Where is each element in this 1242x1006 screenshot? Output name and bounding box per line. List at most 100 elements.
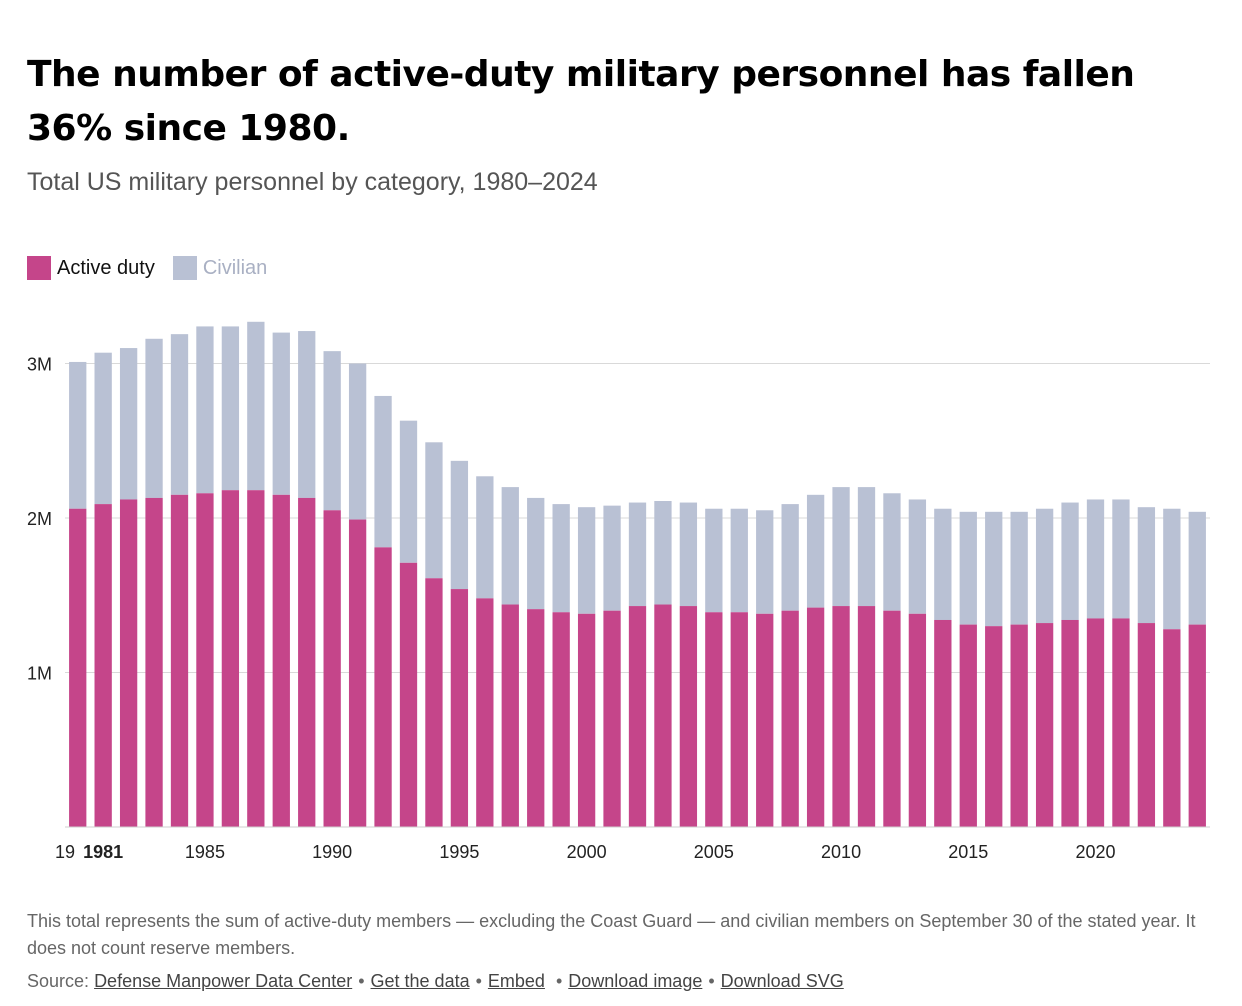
bar-active-2011 — [857, 606, 876, 827]
bar-active-2013 — [908, 613, 927, 827]
source-prefix: Source: — [27, 971, 90, 991]
bar-civilian-1983 — [145, 338, 163, 498]
bar-active-2010 — [832, 606, 850, 827]
bar-active-1982 — [119, 499, 138, 827]
legend-label-active: Active duty — [57, 256, 155, 279]
bar-active-1992 — [374, 547, 392, 827]
download-svg-link[interactable]: Download SVG — [720, 971, 844, 991]
bar-civilian-1985 — [196, 326, 214, 494]
bar-active-2002 — [628, 606, 647, 827]
bar-active-1983 — [145, 497, 163, 827]
bar-civilian-1981 — [94, 352, 112, 505]
bar-active-1987 — [247, 490, 265, 827]
x-tick-1981: 1981 — [83, 842, 123, 862]
bar-active-2015 — [959, 624, 977, 827]
bar-active-1985 — [196, 493, 214, 827]
bar-active-1991 — [348, 519, 367, 827]
bar-civilian-1997 — [501, 487, 519, 605]
bar-civilian-2008 — [781, 504, 799, 611]
bar-civilian-1986 — [221, 326, 240, 491]
stacked-bar-chart: 1M 2M 3M 19 1981 1985 1990 1995 2000 2005 2010 2015… — [27, 321, 1210, 862]
bar-active-1984 — [170, 494, 189, 827]
bar-civilian-1995 — [450, 460, 469, 590]
bar-civilian-2006 — [730, 508, 748, 613]
bar-active-1980 — [69, 508, 87, 827]
bar-active-2024 — [1188, 624, 1206, 827]
y-tick-3M: 3M — [27, 355, 52, 375]
bar-civilian-1987 — [247, 321, 265, 491]
bar-active-2022 — [1137, 623, 1156, 827]
bar-active-2017 — [1010, 624, 1028, 827]
legend-label-civilian: Civilian — [202, 256, 268, 279]
bar-active-1993 — [399, 562, 418, 827]
bar-civilian-2018 — [1035, 508, 1054, 624]
bar-active-1996 — [476, 598, 494, 827]
bar-civilian-2007 — [756, 510, 774, 614]
bar-civilian-1993 — [399, 420, 418, 563]
bar-active-2001 — [603, 610, 621, 827]
source-link-dmdc[interactable]: Defense Manpower Data Center — [94, 971, 353, 991]
bar-civilian-1982 — [119, 348, 138, 500]
bar-civilian-2015 — [959, 511, 977, 625]
legend-item-civilian[interactable]: Civilian — [172, 256, 268, 280]
bar-active-2005 — [705, 612, 723, 827]
axes: 1M 2M 3M 19 1981 1985 1990 1995 2000 2005 2010 2015… — [27, 355, 1210, 862]
bar-civilian-1990 — [323, 351, 341, 511]
bar-civilian-2005 — [705, 508, 723, 613]
get-data-link[interactable]: Get the data — [370, 971, 470, 991]
x-tick-1980: 19 — [55, 842, 75, 862]
embed-link[interactable]: Embed — [487, 971, 545, 991]
bar-active-1999 — [552, 612, 570, 827]
y-tick-2M: 2M — [27, 509, 52, 529]
bar-civilian-1991 — [348, 363, 367, 520]
bar-active-2023 — [1163, 629, 1181, 827]
bar-active-1986 — [221, 490, 240, 827]
bar-active-1997 — [501, 604, 519, 827]
download-image-link[interactable]: Download image — [568, 971, 703, 991]
legend-swatch-civilian — [172, 256, 197, 280]
bar-active-2006 — [730, 612, 748, 827]
chart-subtitle: Total US military personnel by category,… — [27, 168, 598, 196]
bar-active-1989 — [298, 497, 316, 827]
bar-active-1981 — [94, 504, 112, 827]
bar-civilian-2004 — [679, 502, 698, 607]
bar-civilian-2000 — [577, 507, 596, 614]
bar-civilian-1984 — [170, 334, 189, 495]
legend: Active duty Civilian — [27, 256, 285, 280]
bar-civilian-2011 — [857, 487, 876, 607]
bar-civilian-1992 — [374, 395, 392, 548]
x-tick-1995: 1995 — [439, 842, 479, 862]
bar-active-2007 — [756, 613, 774, 827]
bar-active-1990 — [323, 510, 341, 827]
chart-note: This total represents the sum of active-… — [27, 911, 1196, 958]
bar-active-1998 — [527, 609, 545, 827]
bar-civilian-1989 — [298, 331, 316, 498]
bar-civilian-1996 — [476, 476, 494, 599]
bar-civilian-1999 — [552, 504, 570, 613]
legend-item-active[interactable]: Active duty — [27, 256, 155, 280]
bar-active-2003 — [654, 604, 672, 827]
chart-title: The number of active-duty military perso… — [27, 54, 1135, 149]
bar-active-2008 — [781, 610, 799, 827]
bar-civilian-2022 — [1137, 507, 1156, 624]
bar-civilian-1998 — [527, 497, 545, 610]
bar-active-2018 — [1035, 623, 1054, 827]
bar-active-2016 — [985, 626, 1003, 827]
x-tick-2005: 2005 — [694, 842, 734, 862]
bar-active-2014 — [934, 619, 952, 827]
x-tick-2000: 2000 — [567, 842, 607, 862]
bar-civilian-2012 — [883, 493, 901, 611]
bar-civilian-1980 — [69, 361, 87, 509]
bar-civilian-2001 — [603, 505, 621, 611]
source-line: Source: Defense Manpower Data Center • Get… — [27, 971, 844, 991]
bar-active-2020 — [1086, 618, 1105, 827]
bar-active-1995 — [450, 589, 469, 827]
x-tick-2020: 2020 — [1075, 842, 1115, 862]
bar-civilian-1994 — [425, 442, 443, 579]
bar-civilian-2003 — [654, 501, 672, 605]
bar-civilian-2021 — [1112, 499, 1130, 619]
bar-civilian-2010 — [832, 487, 850, 607]
x-tick-2015: 2015 — [948, 842, 988, 862]
bar-civilian-2019 — [1061, 502, 1079, 620]
x-tick-1985: 1985 — [185, 842, 225, 862]
